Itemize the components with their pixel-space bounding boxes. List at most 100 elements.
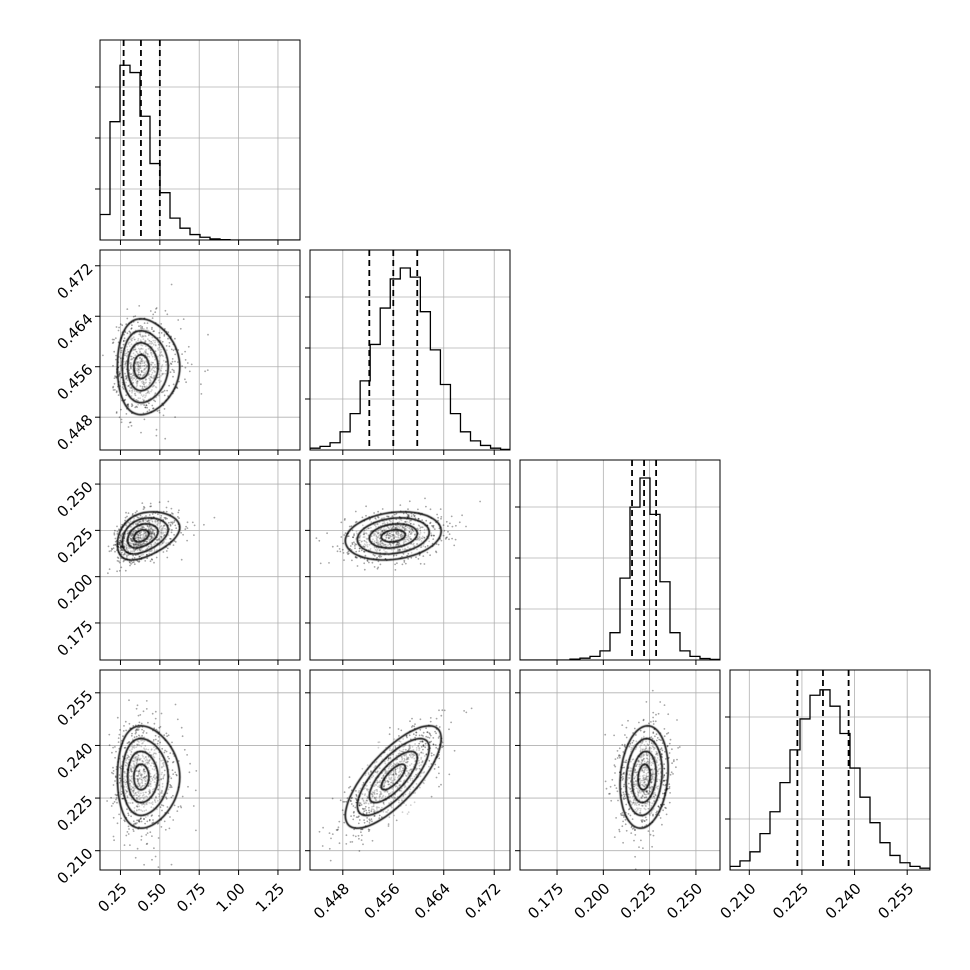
scatter-point — [160, 323, 163, 325]
scatter-point — [160, 332, 163, 334]
scatter-point — [363, 543, 366, 546]
scatter-point — [437, 519, 439, 522]
scatter-point — [391, 539, 393, 542]
scatter-point — [139, 555, 141, 558]
scatter-point — [429, 720, 432, 723]
scatter-point — [147, 761, 149, 764]
scatter-point — [118, 416, 121, 419]
scatter-point — [402, 553, 405, 555]
scatter-point — [130, 373, 133, 375]
scatter-point — [128, 722, 131, 725]
scatter-point — [125, 377, 127, 380]
scatter-point — [152, 366, 155, 369]
scatter-point — [379, 548, 382, 551]
scatter-point — [151, 537, 153, 539]
scatter-point — [142, 791, 145, 794]
scatter-point — [387, 536, 390, 539]
scatter-point — [129, 779, 132, 782]
scatter-point — [136, 779, 139, 782]
scatter-point — [379, 563, 382, 566]
scatter-point — [390, 767, 392, 770]
scatter-point — [151, 777, 154, 780]
scatter-point — [133, 823, 135, 826]
scatter-point — [373, 540, 376, 543]
scatter-point — [131, 538, 134, 540]
scatter-point — [154, 358, 156, 361]
scatter-point — [378, 784, 381, 787]
scatter-point — [374, 549, 377, 551]
scatter-point — [157, 792, 160, 795]
scatter-point — [383, 529, 385, 532]
scatter-point — [165, 542, 168, 544]
scatter-point — [355, 538, 357, 540]
scatter-point — [393, 738, 396, 740]
scatter-point — [148, 792, 151, 795]
scatter-point — [139, 325, 142, 327]
scatter-point — [396, 541, 399, 544]
contour-2-1-0 — [344, 511, 443, 561]
scatter-point — [147, 348, 150, 350]
scatter-point — [137, 368, 140, 371]
scatter-point — [140, 361, 143, 363]
scatter-point — [115, 391, 118, 394]
scatter-point — [173, 371, 176, 373]
scatter-point — [137, 533, 140, 536]
scatter-point — [151, 355, 154, 358]
scatter-point — [400, 750, 402, 753]
scatter-point — [167, 500, 170, 503]
scatter-point — [404, 548, 407, 551]
scatter-point — [418, 747, 421, 750]
scatter-point — [411, 529, 414, 531]
scatter-point — [433, 768, 436, 770]
scatter-point — [150, 361, 153, 364]
scatter-point — [142, 338, 145, 341]
scatter-point — [131, 786, 134, 789]
scatter-point — [120, 349, 123, 352]
scatter-point — [130, 770, 133, 773]
scatter-point — [133, 338, 136, 341]
scatter-point — [365, 540, 367, 543]
scatter-point — [113, 377, 116, 379]
scatter-point — [144, 822, 147, 825]
scatter-point — [384, 551, 387, 553]
scatter-point — [155, 556, 158, 559]
scatter-point — [140, 327, 142, 329]
scatter-point — [432, 526, 435, 529]
scatter-point — [130, 377, 133, 380]
scatter-point — [137, 726, 139, 729]
scatter-point — [171, 358, 174, 360]
scatter-point — [154, 738, 157, 741]
scatter-point — [119, 323, 122, 326]
scatter-point — [144, 532, 146, 535]
scatter-point — [145, 531, 148, 534]
scatter-point — [137, 369, 140, 372]
scatter-point — [143, 368, 146, 371]
scatter-point — [140, 347, 142, 350]
scatter-point — [152, 362, 154, 364]
scatter-point — [386, 532, 389, 535]
scatter-point — [143, 818, 145, 820]
scatter-point — [137, 403, 140, 406]
scatter-point — [144, 763, 147, 765]
scatter-point — [148, 339, 151, 342]
scatter-point — [390, 796, 393, 798]
scatter-point — [148, 521, 151, 524]
scatter-point — [451, 525, 454, 528]
scatter-point — [137, 543, 140, 545]
scatter-point — [393, 777, 396, 780]
scatter-point — [406, 813, 409, 815]
scatter-point — [133, 543, 135, 546]
scatter-point — [152, 788, 154, 791]
scatter-point — [365, 528, 368, 531]
scatter-3-0 — [106, 699, 198, 868]
scatter-point — [160, 759, 163, 762]
scatter-point — [151, 712, 154, 715]
scatter-point — [123, 747, 126, 749]
scatter-point — [112, 746, 114, 749]
scatter-point — [140, 534, 143, 536]
scatter-point — [150, 353, 153, 356]
scatter-point — [130, 364, 132, 366]
scatter-point — [131, 748, 133, 751]
scatter-point — [129, 421, 132, 424]
scatter-point — [136, 780, 139, 783]
